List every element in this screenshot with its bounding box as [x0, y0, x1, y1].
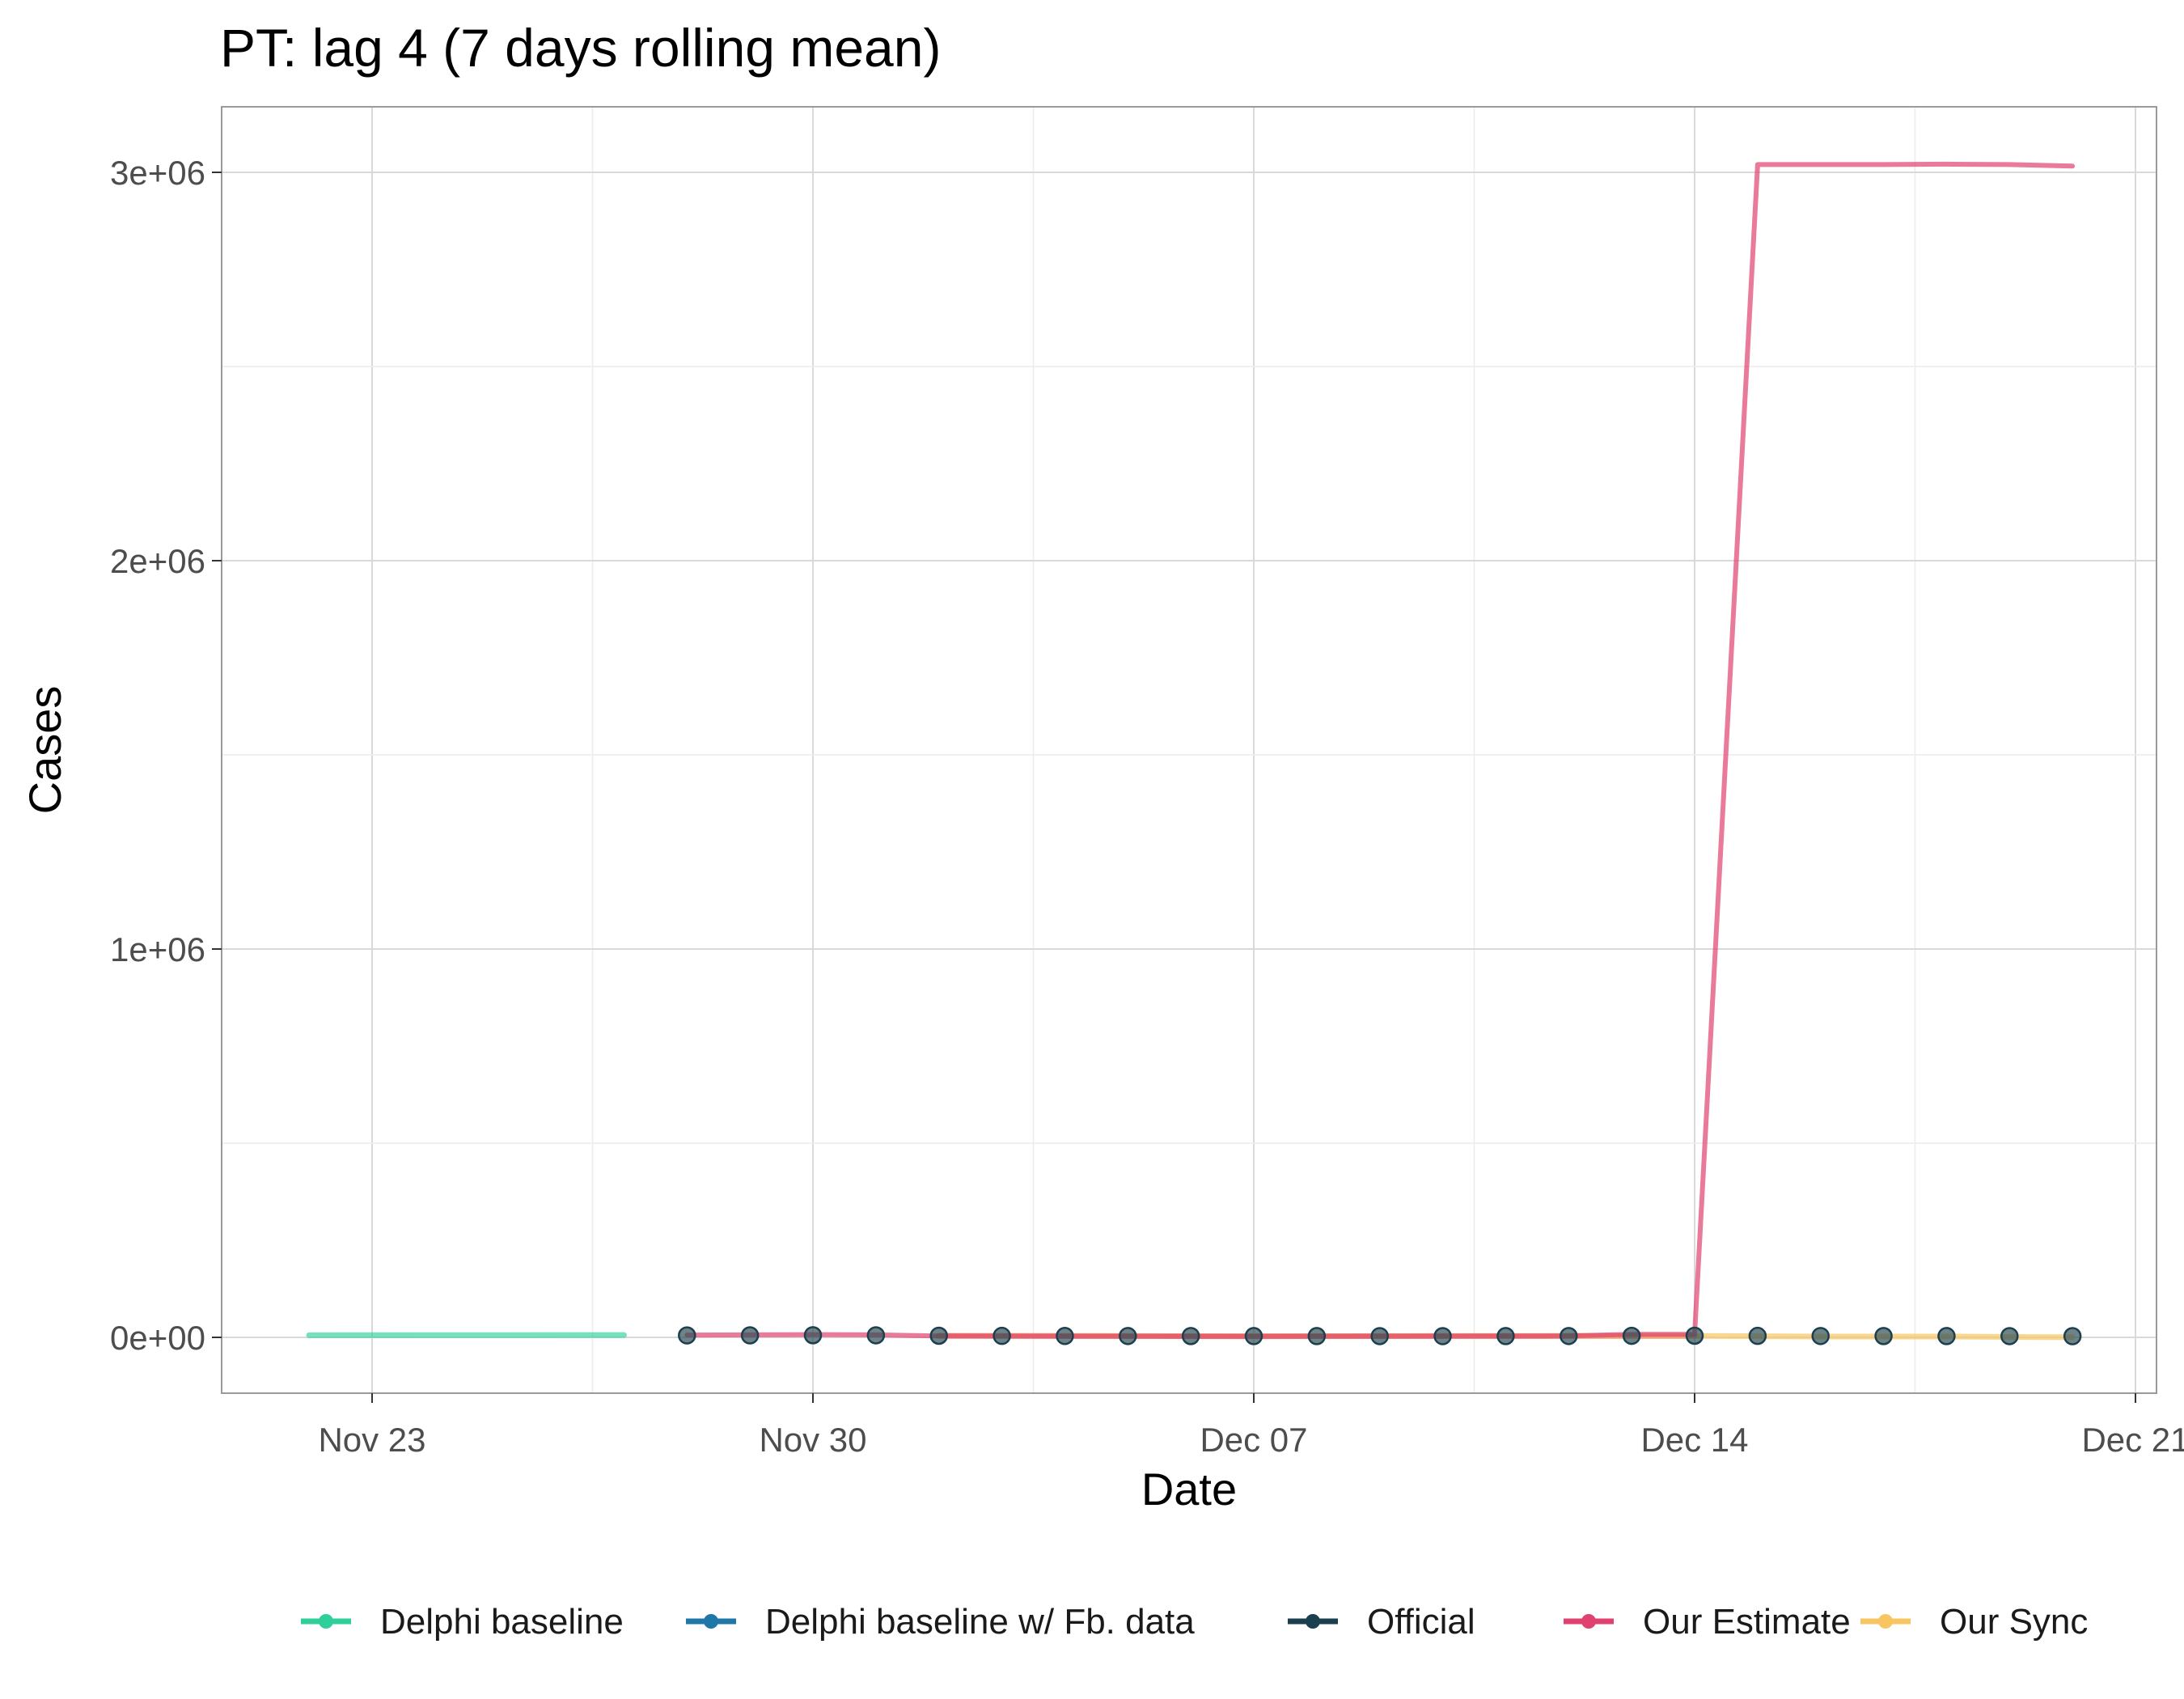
official-point [1811, 1327, 1830, 1345]
legend-item: Our Sync [1860, 1602, 2088, 1642]
official-point [2063, 1327, 2082, 1345]
official-point [1244, 1327, 1263, 1345]
x-axis-title: Date [1141, 1464, 1237, 1515]
y-axis: 0e+00 1e+06 2e+06 3e+06 [110, 154, 222, 1357]
official-point [1748, 1326, 1767, 1345]
y-axis-title: Cases [19, 686, 70, 815]
official-point [1874, 1327, 1893, 1345]
series-line-our-estimate [684, 161, 2076, 1339]
official-point [2000, 1327, 2019, 1345]
legend: Delphi baseline Delphi baseline w/ Fb. da… [301, 1602, 2088, 1642]
official-point [1370, 1327, 1389, 1345]
legend-label: Our Estimate [1643, 1602, 1851, 1642]
grid [222, 107, 2156, 1393]
legend-key-point [1581, 1614, 1596, 1629]
x-tick-label: Dec 07 [1200, 1421, 1307, 1459]
official-point [1433, 1327, 1452, 1345]
legend-item: Our Estimate [1564, 1602, 1851, 1642]
official-point [1685, 1326, 1704, 1345]
official-point [1056, 1327, 1074, 1345]
official-point [678, 1326, 696, 1345]
official-point [1560, 1327, 1578, 1345]
official-point [1181, 1327, 1200, 1345]
official-point [1119, 1327, 1137, 1345]
legend-key-point [1306, 1614, 1320, 1629]
legend-item: Delphi baseline w/ Fb. data [686, 1602, 1195, 1642]
legend-item: Official [1288, 1602, 1475, 1642]
legend-key-point [1878, 1614, 1893, 1629]
official-point [866, 1326, 886, 1345]
x-tick-label: Nov 30 [759, 1421, 866, 1459]
official-point [1622, 1326, 1641, 1345]
series-layer [306, 161, 2082, 1345]
y-tick-label: 1e+06 [110, 930, 205, 968]
official-point [740, 1326, 760, 1345]
official-point [1496, 1327, 1515, 1345]
x-tick-label: Dec 21 [2081, 1421, 2184, 1459]
official-point [1307, 1327, 1327, 1345]
official-point [1937, 1327, 1956, 1345]
official-point [803, 1326, 823, 1345]
legend-label: Delphi baseline [380, 1602, 624, 1642]
y-tick-label: 2e+06 [110, 542, 205, 580]
chart-title: PT: lag 4 (7 days rolling mean) [220, 18, 941, 78]
plot-border [221, 106, 2157, 1394]
x-axis: Nov 23 Nov 30 Dec 07 Dec 14 Dec 21 [318, 1393, 2184, 1459]
legend-item: Delphi baseline [301, 1602, 624, 1642]
y-tick-label: 3e+06 [110, 154, 205, 192]
legend-key-point [704, 1614, 718, 1629]
legend-label: Delphi baseline w/ Fb. data [765, 1602, 1195, 1642]
x-tick-label: Nov 23 [318, 1421, 425, 1459]
official-point [993, 1326, 1011, 1345]
legend-label: Our Sync [1940, 1602, 2088, 1642]
official-point [929, 1326, 948, 1345]
y-tick-label: 0e+00 [110, 1319, 205, 1357]
x-tick-label: Dec 14 [1640, 1421, 1748, 1459]
legend-label: Official [1367, 1602, 1475, 1642]
legend-key-point [319, 1614, 333, 1629]
